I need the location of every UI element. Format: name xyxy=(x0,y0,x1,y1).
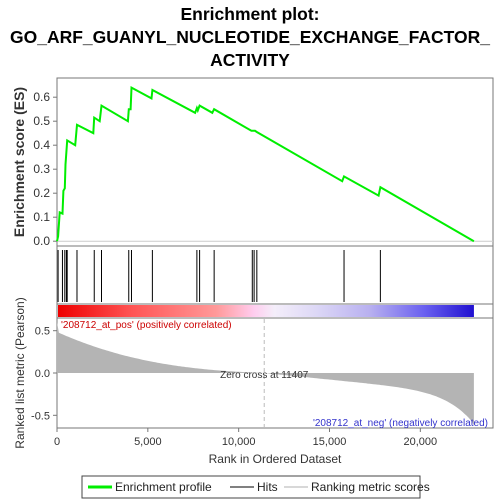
hit-markers xyxy=(57,250,381,302)
legend-label-enrichment-profile: Enrichment profile xyxy=(115,480,212,494)
x-tick-label: 15,000 xyxy=(313,436,347,448)
x-tick-label: 5,000 xyxy=(134,436,162,448)
legend-item-enrichment-profile: Enrichment profile xyxy=(88,480,212,494)
legend-item-hits: Hits xyxy=(230,480,278,494)
x-tick-label: 10,000 xyxy=(222,436,256,448)
x-tick-label: 20,000 xyxy=(404,436,438,448)
es-y-tick-label: 0.3 xyxy=(33,162,50,176)
es-y-ticks: 0.0 0.1 0.2 0.3 0.4 0.5 0.6 xyxy=(33,90,57,248)
legend-label-hits: Hits xyxy=(257,480,278,494)
es-y-tick-label: 0.2 xyxy=(33,186,50,200)
hits-panel-frame xyxy=(56,245,494,305)
chart-title-line-3: ACTIVITY xyxy=(210,50,290,70)
es-y-tick-label: 0.6 xyxy=(33,90,50,104)
ranking-heat-strip xyxy=(58,305,474,317)
ranked-y-axis-label: Ranked list metric (Pearson) xyxy=(13,297,27,448)
x-axis-label: Rank in Ordered Dataset xyxy=(209,452,342,466)
ranked-metric-area xyxy=(57,322,474,426)
enrichment-profile-line xyxy=(56,85,475,243)
zero-cross-label: Zero cross at 11407 xyxy=(220,370,309,381)
es-y-tick-label: 0.0 xyxy=(33,234,50,248)
chart-title-line-2: GO_ARF_GUANYL_NUCLEOTIDE_EXCHANGE_FACTOR… xyxy=(9,27,491,47)
x-axis-ticks: 0 5,000 10,000 15,000 20,000 xyxy=(54,428,437,448)
legend-item-ranking-metric-scores: Ranking metric scores xyxy=(284,480,430,494)
ranked-y-tick-label: 0.5 xyxy=(35,326,50,338)
es-y-axis-label: Enrichment score (ES) xyxy=(11,87,27,237)
neg-correlated-label: '208712_at_neg' (negatively correlated) xyxy=(313,418,488,429)
ranked-y-tick-label: -0.5 xyxy=(31,410,50,422)
x-tick-label: 0 xyxy=(54,436,60,448)
es-y-tick-label: 0.5 xyxy=(33,114,50,128)
chart-title-line-1: Enrichment plot: xyxy=(180,4,320,24)
es-y-tick-label: 0.1 xyxy=(33,210,50,224)
ranked-y-tick-label: 0.0 xyxy=(35,368,50,380)
legend-label-ranking-metric-scores: Ranking metric scores xyxy=(311,480,430,494)
es-panel-frame xyxy=(56,77,494,247)
pos-correlated-label: '208712_at_pos' (positively correlated) xyxy=(61,320,232,331)
ranked-y-ticks: -0.5 0.0 0.5 xyxy=(31,326,57,422)
es-y-tick-label: 0.4 xyxy=(33,138,50,152)
